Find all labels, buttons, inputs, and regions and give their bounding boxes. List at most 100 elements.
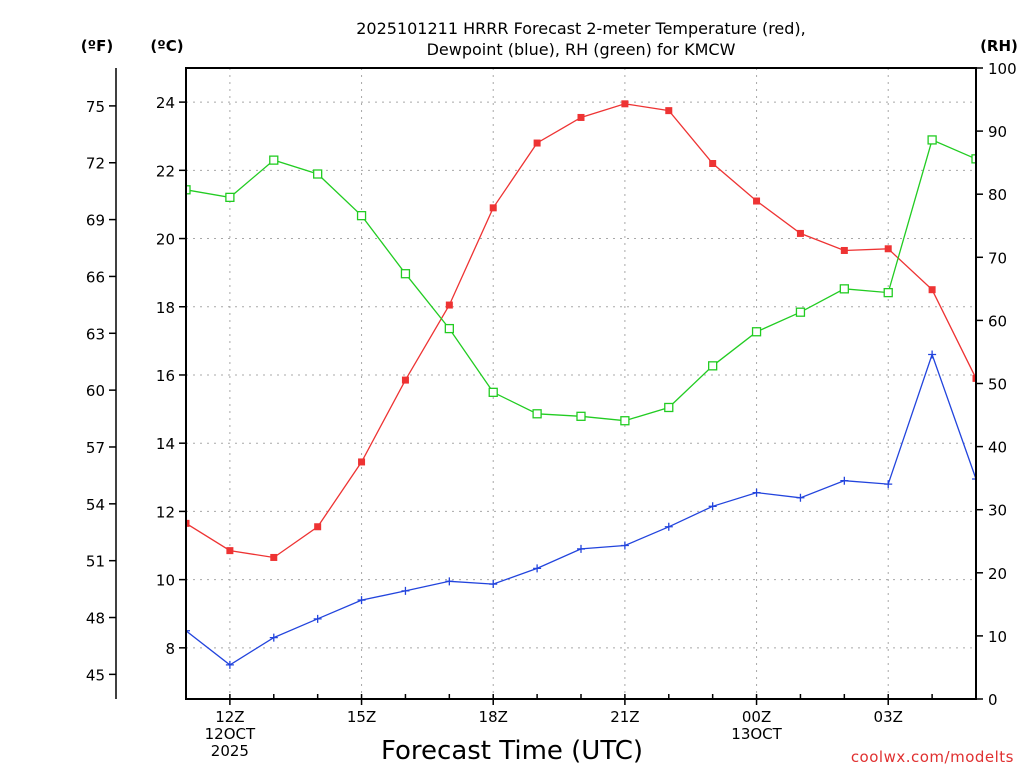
temperature-point (665, 107, 673, 115)
temperature-point (314, 523, 322, 531)
temperature-point (840, 246, 848, 254)
temperature-point (753, 197, 761, 205)
rh-tick-label: 40 (988, 439, 1007, 457)
x-tick-label: 03Z (874, 708, 903, 726)
rh-point (356, 211, 367, 221)
rh-point (225, 192, 235, 203)
temperature-point (186, 519, 190, 527)
dewpoint-point (313, 614, 322, 623)
fahrenheit-unit-label: (ºF) (81, 37, 113, 55)
fahrenheit-tick-label: 60 (86, 382, 105, 400)
celsius-tick-label: 20 (156, 231, 175, 249)
fahrenheit-tick-label: 69 (86, 212, 105, 230)
fahrenheit-axis: 45 48 51 54 57 60 63 66 69 72 75 (86, 68, 117, 699)
fahrenheit-tick-label: 57 (86, 439, 105, 457)
dewpoint-point (972, 475, 976, 484)
x-tick-label: 12OCT (205, 725, 256, 743)
rh-point (400, 269, 411, 279)
fahrenheit-tick-label: 45 (86, 666, 105, 684)
celsius-tick-label: 18 (156, 299, 175, 317)
dewpoint-point (796, 493, 805, 502)
temperature-point (445, 301, 453, 309)
temperature-point (270, 553, 278, 561)
temperature-point (621, 100, 629, 108)
celsius-axis: 8 10 12 14 16 18 20 22 24 (156, 94, 186, 658)
temperature-point (226, 547, 234, 555)
rh-point (488, 387, 498, 397)
rh-tick-label: 100 (988, 60, 1017, 78)
dewpoint-point (186, 626, 190, 635)
celsius-tick-label: 12 (156, 503, 175, 521)
temperature-point (884, 245, 892, 253)
x-tick-label: 00Z (742, 708, 771, 726)
rh-point (839, 284, 849, 294)
dewpoint-point (445, 577, 454, 586)
rh-tick-label: 10 (988, 628, 1007, 646)
x-tick-label: 15Z (347, 708, 376, 726)
fahrenheit-tick-label: 54 (86, 496, 105, 514)
dewpoint-point (357, 596, 366, 605)
rh-point (186, 185, 191, 195)
chart-title: 2025101211 HRRR Forecast 2-meter Tempera… (356, 19, 806, 59)
fahrenheit-tick-label: 75 (86, 98, 105, 116)
rh-point (269, 155, 279, 165)
series-group (186, 100, 976, 669)
celsius-tick-label: 10 (156, 572, 175, 590)
rh-point (751, 327, 762, 337)
rh-tick-label: 70 (988, 249, 1007, 267)
dewpoint-line (186, 352, 976, 666)
rh-point (795, 307, 806, 317)
dewpoint-point (928, 350, 937, 359)
rh-point (883, 287, 893, 298)
dewpoint-point (840, 476, 849, 485)
rh-point (708, 361, 718, 371)
rh-point (971, 154, 976, 164)
rh-point (927, 135, 937, 145)
fahrenheit-tick-label: 48 (86, 610, 105, 628)
temperature-point (972, 374, 976, 382)
rh-tick-label: 90 (988, 123, 1007, 141)
chart-title-line-1: 2025101211 HRRR Forecast 2-meter Tempera… (356, 19, 806, 38)
dewpoint-point (752, 488, 761, 497)
fahrenheit-tick-label: 63 (86, 325, 105, 343)
temperature-point (533, 139, 541, 147)
source-credit: coolwx.com/modelts (851, 748, 1014, 766)
fahrenheit-tick-label: 66 (86, 268, 105, 286)
x-tick-label: 13OCT (731, 725, 782, 743)
temperature-point (709, 160, 717, 168)
temperature-point (358, 458, 366, 466)
chart-title-line-2: Dewpoint (blue), RH (green) for KMCW (427, 40, 736, 59)
rh-tick-label: 80 (988, 186, 1007, 204)
rh-point (444, 323, 454, 334)
temperature-point (796, 229, 804, 237)
rh-line (186, 139, 976, 422)
fahrenheit-tick-label: 51 (86, 553, 105, 571)
x-tick-label: 12Z (215, 708, 244, 726)
data-series (186, 100, 976, 669)
dewpoint-point (269, 633, 278, 642)
x-tick-label: 2025 (211, 742, 249, 760)
rh-tick-label: 0 (988, 691, 998, 709)
dewpoint-point (489, 580, 498, 589)
dewpoint-point (533, 564, 542, 573)
dewpoint-point (620, 541, 629, 550)
celsius-unit-label: (ºC) (150, 37, 183, 55)
rh-tick-label: 60 (988, 312, 1007, 330)
celsius-tick-label: 16 (156, 367, 175, 385)
x-axis-title: Forecast Time (UTC) (381, 736, 643, 766)
dewpoint-point (401, 586, 410, 595)
dewpoint-point (577, 544, 585, 553)
temperature-line (186, 103, 976, 559)
rh-point (532, 409, 542, 419)
rh-point (576, 411, 586, 421)
fahrenheit-tick-label: 72 (86, 155, 105, 173)
dewpoint-point (225, 660, 234, 669)
rh-axis: 0 10 20 30 40 50 60 70 80 90 100 (976, 60, 1017, 709)
dewpoint-point (884, 480, 893, 489)
celsius-tick-label: 24 (156, 94, 175, 112)
celsius-tick-label: 8 (165, 640, 175, 658)
dewpoint-point (664, 522, 673, 531)
celsius-tick-label: 14 (156, 435, 175, 453)
